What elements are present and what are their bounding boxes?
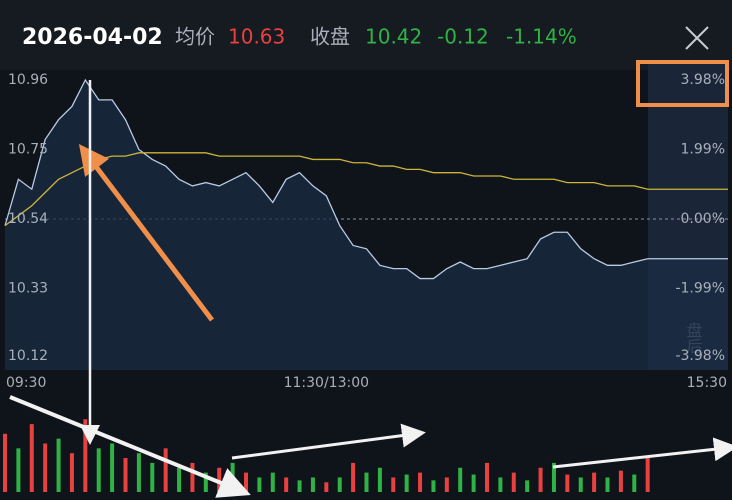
date: 2026-04-02 [22, 25, 163, 50]
y2-tick-label: -3.98% [675, 348, 725, 364]
volume-bar [485, 462, 489, 492]
volume-bar [511, 472, 516, 492]
avg-value: 10.63 [228, 25, 285, 49]
price-area [5, 80, 728, 370]
volume-bar [83, 419, 88, 492]
white-arrow [231, 423, 426, 460]
volume-bar [297, 480, 302, 492]
volume-bar [351, 462, 356, 492]
volume-bar [525, 480, 530, 492]
volume-bar [43, 443, 48, 492]
volume-bar [177, 467, 182, 492]
y2-tick-label: 0.00% [681, 211, 725, 227]
volume-bar [364, 472, 369, 492]
y-tick-label: 10.33 [8, 281, 48, 297]
y-tick-label: 10.75 [8, 142, 48, 158]
volume-bar [110, 443, 115, 492]
volume-bar [538, 467, 543, 492]
volume-bar [391, 477, 396, 492]
volume-bar [498, 477, 503, 492]
close-label: 收盘 [310, 25, 350, 49]
change: -0.12 [437, 25, 489, 49]
volume-bar [404, 474, 409, 492]
volume-bar [190, 462, 195, 492]
volume-bar [458, 467, 463, 492]
y-tick-label: 10.54 [8, 211, 48, 227]
y2-tick-label: 1.99% [681, 142, 725, 158]
highlight-box [636, 60, 729, 107]
volume-bar [324, 482, 329, 492]
volume-bar [645, 458, 650, 492]
x-tick-label: 09:30 [6, 375, 46, 391]
volume-bar [16, 448, 21, 492]
y-tick-label: 10.96 [8, 72, 48, 88]
volume-bar [337, 477, 342, 492]
volume-bar [377, 467, 382, 492]
orange-arrow [78, 144, 214, 322]
volume-bar [418, 472, 423, 492]
volume-bar [471, 474, 476, 492]
avg-label: 均价 [175, 25, 215, 49]
volume-bar [444, 477, 449, 492]
volume-bar [29, 424, 34, 492]
volume-bar [270, 472, 275, 492]
volume-bar [257, 477, 262, 492]
volume-bar [592, 472, 597, 492]
volume-bar [123, 458, 128, 492]
volume-bar [69, 453, 74, 492]
volume-bar [3, 433, 7, 492]
white-arrow [552, 437, 732, 469]
volume-bar [150, 462, 155, 492]
y2-tick-label: 3.98% [681, 72, 725, 88]
price-line [4, 78, 728, 280]
volume-bar [551, 462, 556, 492]
volume-bar [163, 448, 168, 492]
volume-bar [203, 472, 208, 492]
volume-bar [618, 470, 623, 492]
volume-bar [244, 472, 248, 492]
volume-bar [578, 477, 583, 492]
volume-bar [632, 474, 637, 492]
annotations [9, 60, 732, 498]
volume-bar [56, 438, 61, 492]
change-pct: -1.14% [506, 25, 577, 49]
volume-bar [605, 477, 610, 492]
volume-bar [565, 474, 570, 492]
volume-bar [310, 477, 315, 492]
volume-bar [431, 480, 436, 492]
close-button[interactable] [685, 26, 709, 50]
close-value: 10.42 [365, 25, 422, 49]
average-line [4, 152, 728, 227]
volume-bar [136, 453, 141, 492]
x-tick-label: 11:30/13:00 [284, 375, 369, 391]
y-tick-label: 10.12 [8, 348, 48, 364]
header-bg [0, 0, 732, 70]
x-tick-label: 15:30 [687, 375, 727, 391]
volume-bar [284, 477, 289, 492]
y2-tick-label: -1.99% [675, 281, 725, 297]
white-arrow [9, 395, 251, 498]
volume-bar [96, 448, 101, 492]
